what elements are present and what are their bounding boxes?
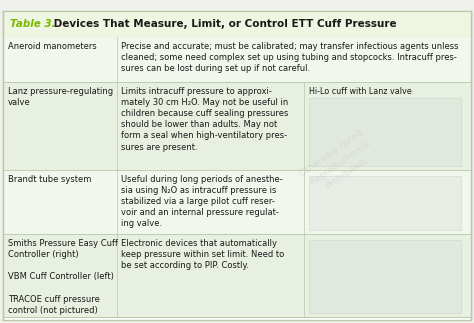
Bar [3,170,471,234]
Text: Electronic devices that automatically
keep pressure within set limit. Need to
be: Electronic devices that automatically ke… [121,239,284,270]
Bar [3,234,471,317]
Text: Devices That Measure, Limit, or Control ETT Cuff Pressure: Devices That Measure, Limit, or Control … [50,19,397,29]
Text: Limits intracuff pressure to approxi-
mately 30 cm H₂O. May not be useful in
chi: Limits intracuff pressure to approxi- ma… [121,87,288,151]
Text: Aneroid manometers: Aneroid manometers [8,42,97,51]
Bar [309,98,461,166]
Text: Hi-Lo cuff with Lanz valve: Hi-Lo cuff with Lanz valve [309,87,412,96]
Bar [309,240,461,313]
Bar [3,37,471,82]
Text: Otherwise noted.
Reproduction is
Prohibited.: Otherwise noted. Reproduction is Prohibi… [298,127,382,199]
Text: Useful during long periods of anesthe-
sia using N₂O as intracuff pressure is
st: Useful during long periods of anesthe- s… [121,175,283,228]
Bar [3,11,471,37]
Bar [3,82,471,170]
Text: Lanz pressure-regulating
valve: Lanz pressure-regulating valve [8,87,113,107]
Bar [309,176,461,230]
Text: Brandt tube system: Brandt tube system [8,175,91,184]
Text: Smiths Pressure Easy Cuff
Controller (right)

VBM Cuff Controller (left)

TRACOE: Smiths Pressure Easy Cuff Controller (ri… [8,239,118,315]
Text: Table 3.: Table 3. [10,19,55,29]
Text: Precise and accurate; must be calibrated; may transfer infectious agents unless
: Precise and accurate; must be calibrated… [121,42,458,73]
